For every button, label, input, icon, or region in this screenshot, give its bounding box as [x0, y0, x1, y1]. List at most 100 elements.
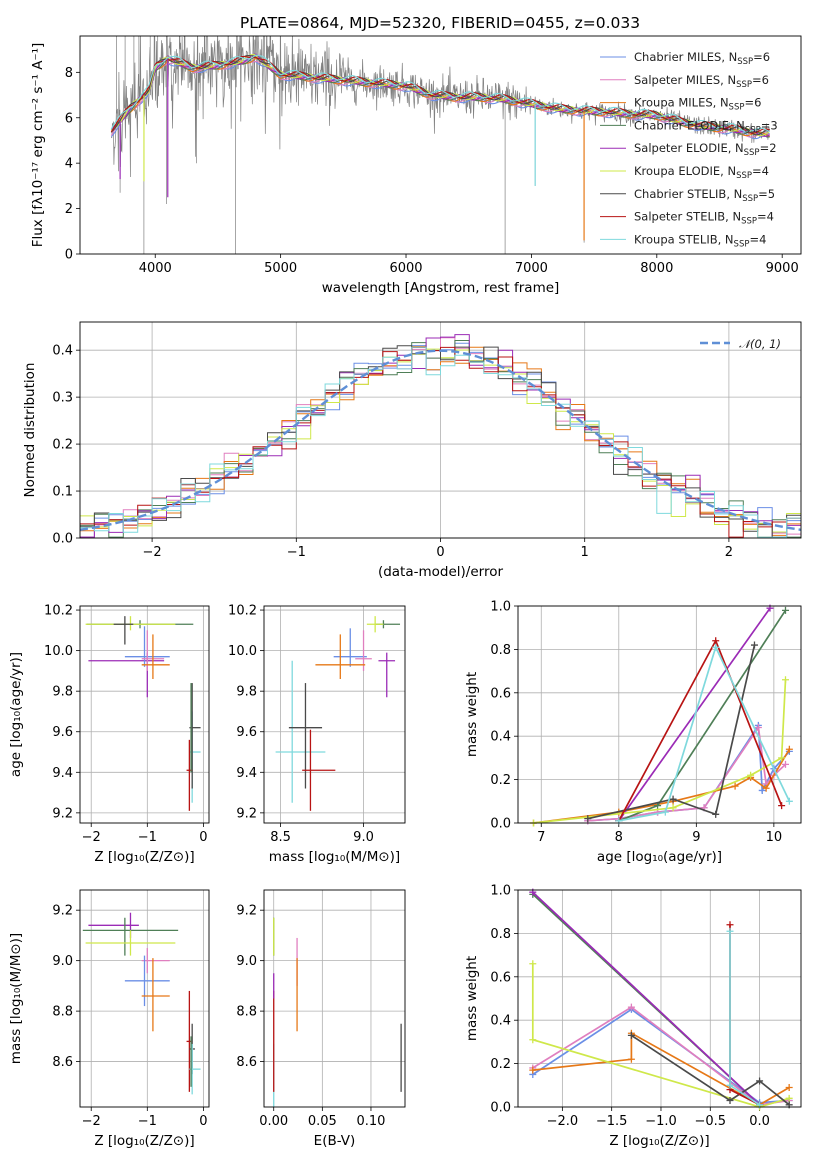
legend-label-normal: 𝒩(0, 1): [739, 337, 781, 351]
tick-label-x: −2: [82, 830, 101, 845]
series-marker-8: [726, 927, 734, 935]
tick-label-y: 0.2: [490, 1057, 511, 1072]
tick-label-y: 9.2: [52, 904, 73, 919]
series-line-4: [532, 891, 761, 1106]
series-marker-6: [712, 810, 720, 818]
tick-label-x: 9.0: [353, 830, 374, 845]
tick-label-y: 2: [65, 202, 73, 217]
mass_vs_Z-ylabel: mass [log₁₀(M/M⊙)]: [8, 933, 24, 1064]
model-line-8: [110, 54, 770, 133]
age_vs_mass-xlabel: mass [log₁₀(M/M⊙)]: [269, 849, 400, 865]
massweight_vs_Z-xlabel: Z [log₁₀(Z/Z⊙)]: [609, 1133, 709, 1149]
tick-label-y: 0.0: [490, 817, 511, 832]
tick-label-y: 0.8: [490, 927, 511, 942]
series-marker-1: [627, 1003, 635, 1011]
mass_vs_Z-frame: [79, 889, 210, 1108]
series-line-5: [531, 963, 790, 1108]
residuals-xlabel: (data-model)/error: [378, 564, 504, 580]
spectrum-frame: [79, 35, 802, 255]
mass_vs_ebv-frame: [263, 889, 406, 1108]
tick-label-y: 0.0: [52, 532, 73, 547]
histogram-step-8: [80, 346, 801, 538]
tick-label-x: 6000: [389, 261, 422, 276]
tick-label-x: 2: [725, 545, 733, 560]
tick-label-y: 9.8: [236, 685, 257, 700]
tick-label-y: 0.8: [490, 643, 511, 658]
series-marker-2: [785, 745, 793, 753]
legend-label-7: Salpeter STELIB, NSSP=4: [634, 210, 774, 227]
tick-label-x: 7000: [515, 261, 548, 276]
residuals-ylabel: Normed distribution: [22, 363, 38, 498]
tick-label-y: 0.3: [52, 391, 73, 406]
series-line-8: [618, 644, 791, 822]
tick-label-y: 9.2: [52, 806, 73, 821]
legend-label-5: Kroupa ELODIE, NSSP=4: [634, 164, 769, 181]
series-marker-2: [785, 1083, 793, 1091]
series-marker-0: [758, 786, 766, 794]
series-marker-2: [762, 784, 770, 792]
series-marker-6: [750, 641, 758, 649]
tick-label-x: 0: [199, 1114, 207, 1129]
tick-label-y: 9.4: [236, 766, 257, 781]
figure-title: PLATE=0864, MJD=52320, FIBERID=0455, z=0…: [240, 14, 640, 32]
tick-label-y: 0.4: [490, 730, 511, 745]
tick-label-y: 9.6: [52, 725, 73, 740]
tick-label-y: 9.2: [236, 904, 257, 919]
tick-label-x: 4000: [139, 261, 172, 276]
tick-label-y: 0: [65, 248, 73, 263]
tick-label-y: 9.2: [236, 806, 257, 821]
massweight_vs_Z-axes: −2.0 −1.5 −1.0 −0.5 0.0 0.0 0.2 0.4 0.6 0.8 1.0: [490, 884, 801, 1129]
mass_vs_Z-xlabel: Z [log₁₀(Z/Z⊙)]: [94, 1133, 194, 1149]
tick-label-x: 8.5: [270, 830, 291, 845]
spectrum-ylabel: Flux [fλ10⁻¹⁷ erg cm⁻² s⁻¹ A⁻¹]: [30, 43, 46, 248]
tick-label-y: 8.6: [52, 1055, 73, 1070]
legend-label-4: Salpeter ELODIE, NSSP=2: [634, 141, 777, 158]
massweight_vs_age-xlabel: age [log₁₀(age/yr)]: [597, 849, 722, 865]
tick-label-y: 0.4: [490, 1014, 511, 1029]
mass_vs_ebv-axes: 0.00 0.05 0.10 8.6 8.8 9.0 9.2: [236, 890, 405, 1129]
tick-label-y: 6: [65, 111, 73, 126]
tick-label-x: −1: [287, 545, 306, 560]
age_vs_mass-axes: 8.5 9.0 9.2 9.4 9.6 9.8 10.0 10.2: [228, 604, 405, 845]
legend-label-2: Kroupa MILES, NSSP=6: [634, 96, 761, 113]
age_vs_Z-errorbars: [85, 616, 201, 811]
tick-label-y: 0.0: [490, 1101, 511, 1116]
series-marker-8: [785, 797, 793, 805]
massweight_vs_age-ylabel: mass weight: [464, 672, 480, 757]
tick-label-y: 1.0: [490, 884, 511, 899]
tick-label-x: 0.00: [259, 1114, 288, 1129]
tick-label-x: 0.10: [356, 1114, 385, 1129]
tick-label-x: −2: [143, 545, 162, 560]
tick-label-y: 4: [65, 157, 73, 172]
series-line-6: [630, 1034, 790, 1106]
series-marker-6: [669, 795, 677, 803]
series-marker-5: [781, 676, 789, 684]
series-marker-6: [756, 1077, 764, 1085]
tick-label-x: 9000: [766, 261, 799, 276]
tick-label-y: 0.2: [490, 773, 511, 788]
age_vs_Z-axes: −2 −1 0 9.2 9.4 9.6 9.8 10.0 10.2: [44, 604, 209, 845]
massweight_vs_age-axes: 7 8 9 10 0.0 0.2 0.4 0.6 0.8 1.0: [490, 600, 801, 845]
legend-label-3: Chabrier ELODIE, NSSP=3: [634, 118, 778, 135]
tick-label-x: 8000: [640, 261, 673, 276]
mass_vs_ebv-xlabel: E(B-V): [314, 1133, 356, 1149]
tick-label-y: 8.6: [236, 1055, 257, 1070]
tick-label-x: 8: [615, 830, 623, 845]
residuals-frame: [79, 321, 802, 539]
age_vs_Z-frame: [79, 605, 210, 824]
tick-label-x: 10: [766, 830, 783, 845]
series-marker-7: [712, 637, 720, 645]
series-marker-5: [778, 754, 786, 762]
series-marker-6: [627, 1031, 635, 1039]
tick-label-y: 0.2: [52, 438, 73, 453]
legend-label-6: Chabrier STELIB, NSSP=5: [634, 187, 775, 204]
tick-label-y: 8: [65, 66, 73, 81]
spectrum-xlabel: wavelength [Angstrom, rest frame]: [322, 280, 560, 296]
tick-label-x: −1.5: [596, 1114, 628, 1129]
tick-label-y: 0.4: [52, 344, 73, 359]
tick-label-x: −1.0: [645, 1114, 677, 1129]
tick-label-y: 9.4: [52, 766, 73, 781]
tick-label-x: −2: [82, 1114, 101, 1129]
tick-label-x: 0: [436, 545, 444, 560]
tick-label-y: 9.6: [236, 725, 257, 740]
